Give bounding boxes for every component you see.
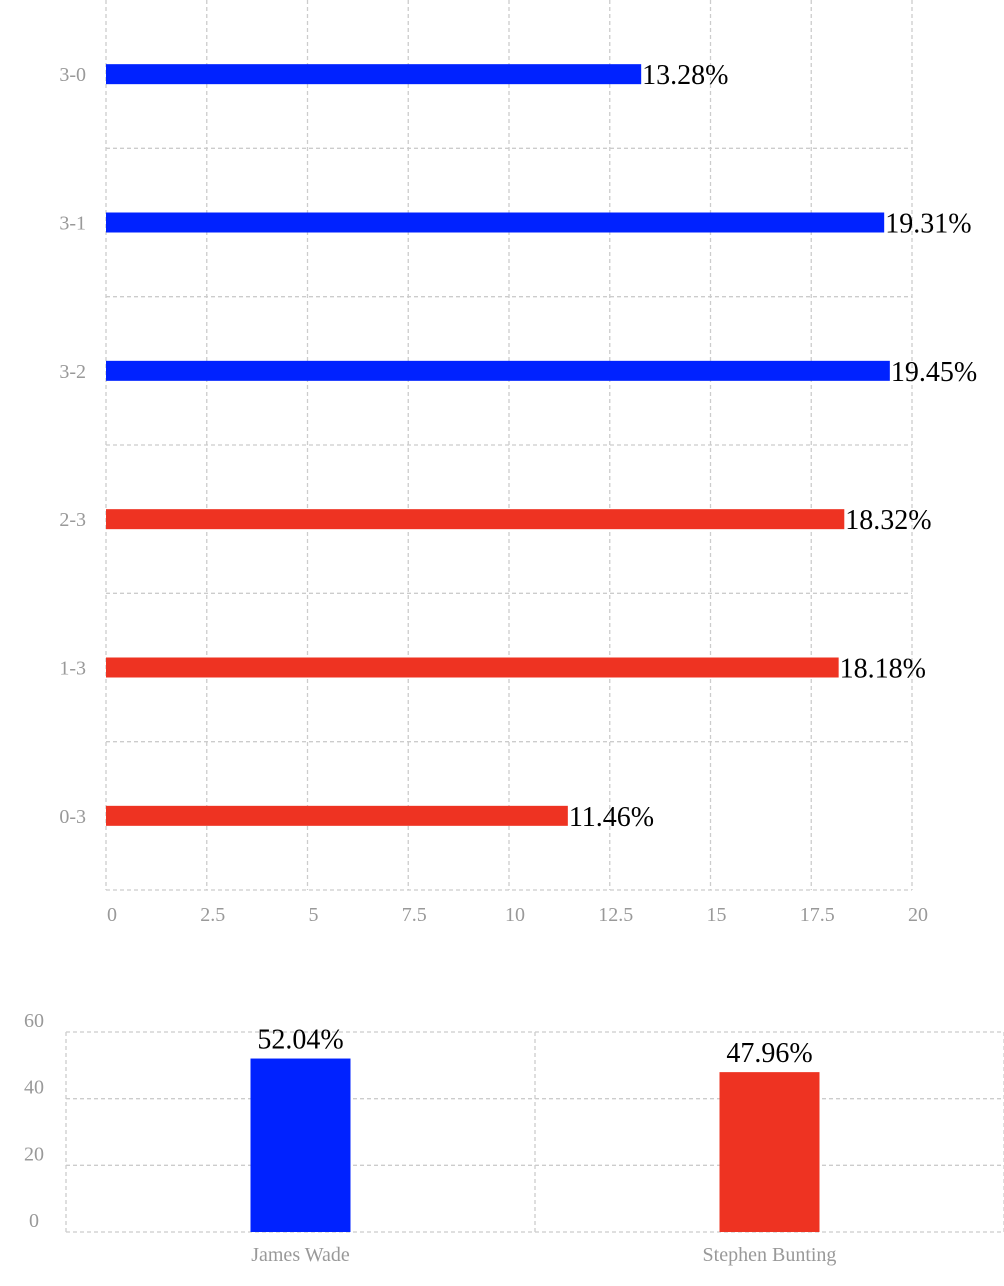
category-labels: 3-0 3-1 3-2 2-3 1-3 0-3 <box>59 64 86 828</box>
bar <box>106 657 839 678</box>
data-label: 19.31% <box>885 209 971 240</box>
value-labels: 52.04% 47.96% <box>257 1025 812 1070</box>
category-label: 3-0 <box>59 64 86 86</box>
data-label: 47.96% <box>726 1038 812 1069</box>
category-label: 3-2 <box>59 361 86 383</box>
data-label: 11.46% <box>569 802 654 833</box>
category-labels: James Wade Stephen Bunting <box>251 1244 836 1266</box>
x-tick-label: 7.5 <box>402 904 427 926</box>
x-tick-label: 2.5 <box>200 904 225 926</box>
y-axis-ticks: 0 20 40 60 <box>24 1010 44 1232</box>
category-label: 0-3 <box>59 806 86 828</box>
x-tick-label: 5 <box>309 904 319 926</box>
x-axis-ticks: 0 2.5 5 7.5 10 12.5 15 17.5 20 <box>107 904 928 926</box>
value-labels: 13.28% 19.31% 19.45% 18.32% 18.18% 11.46% <box>569 60 977 833</box>
x-tick-label: 20 <box>908 904 928 926</box>
y-tick-label: 20 <box>24 1143 44 1165</box>
bar <box>250 1058 351 1232</box>
data-label: 19.45% <box>891 357 977 388</box>
x-tick-label: 17.5 <box>800 904 835 926</box>
x-tick-label: 15 <box>707 904 727 926</box>
bar <box>106 64 642 85</box>
category-label: 2-3 <box>59 509 86 531</box>
category-label: 1-3 <box>59 658 86 680</box>
category-label: James Wade <box>251 1244 350 1266</box>
y-tick-label: 0 <box>29 1210 39 1232</box>
bar <box>719 1072 820 1232</box>
bars <box>250 1058 820 1232</box>
bars <box>106 64 890 826</box>
data-label: 52.04% <box>257 1025 343 1056</box>
data-label: 13.28% <box>642 60 728 91</box>
x-tick-label: 0 <box>107 904 117 926</box>
bar <box>106 509 845 530</box>
y-tick-label: 60 <box>24 1010 44 1032</box>
data-label: 18.18% <box>840 654 926 685</box>
bar <box>106 360 890 381</box>
x-tick-label: 12.5 <box>598 904 633 926</box>
data-label: 18.32% <box>845 505 931 536</box>
y-tick-label: 40 <box>24 1077 44 1099</box>
category-label: Stephen Bunting <box>703 1244 837 1266</box>
category-label: 3-1 <box>59 213 86 235</box>
grid-lines <box>65 1031 1004 1233</box>
grid-lines <box>105 0 913 891</box>
bar <box>106 805 568 826</box>
bar <box>106 212 885 233</box>
score-probability-chart: 3-0 3-1 3-2 2-3 1-3 0-3 13.28% 19.31% 19.45% 18.… <box>59 0 977 926</box>
x-tick-label: 10 <box>505 904 525 926</box>
